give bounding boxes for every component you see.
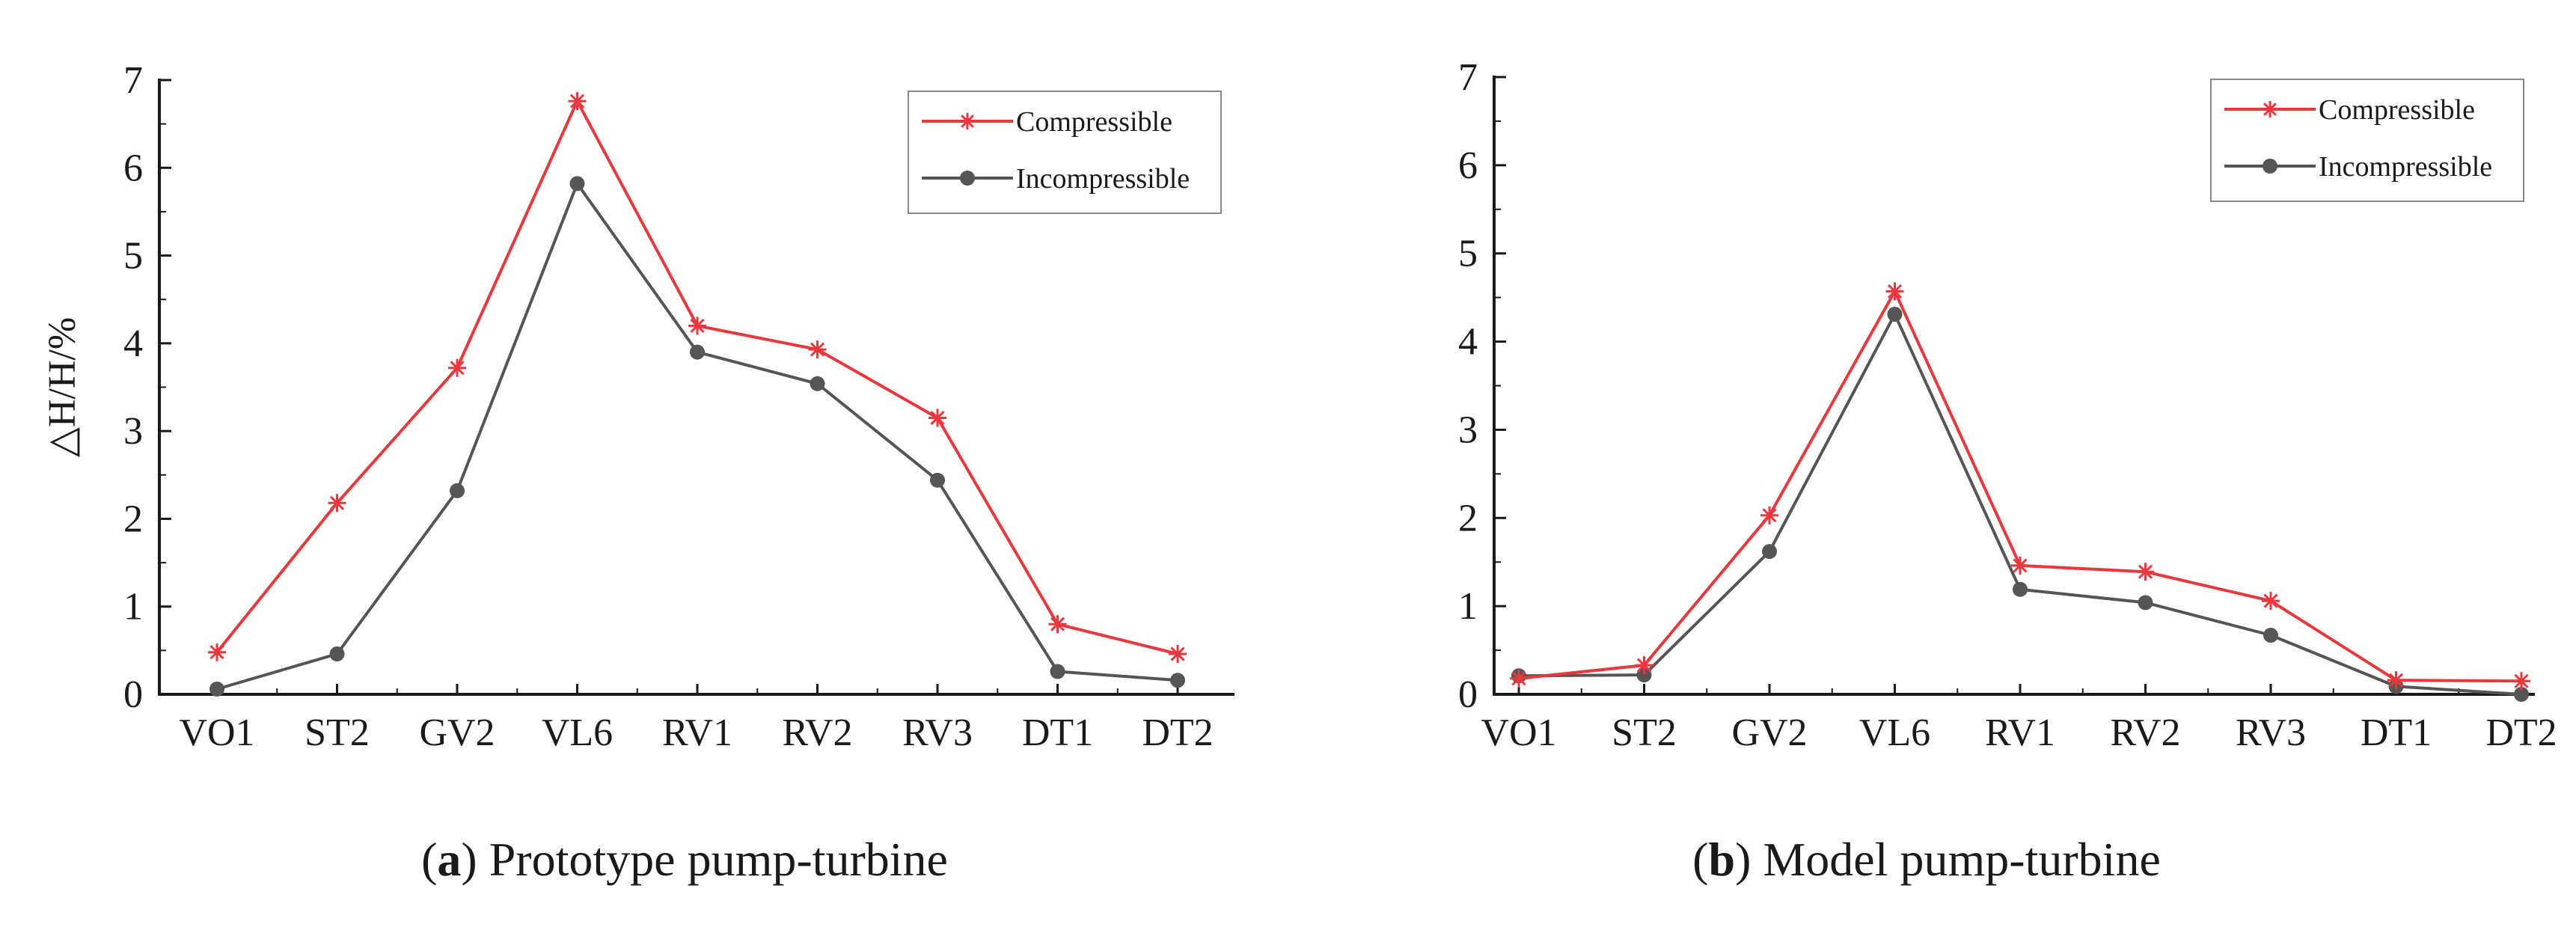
- legend-label: Compressible: [1016, 106, 1172, 138]
- y-tick-label: 2: [1458, 497, 1478, 539]
- data-point-incompressible: [2514, 687, 2529, 702]
- legend-label: Incompressible: [2319, 151, 2492, 183]
- data-point-incompressible: [1050, 664, 1065, 679]
- x-tick-label: VL6: [542, 712, 613, 754]
- legend-box: [2210, 79, 2524, 202]
- data-point-compressible: [208, 643, 226, 661]
- data-point-compressible: [1510, 669, 1528, 688]
- panel-caption: (b) Model pump-turbine: [1692, 833, 2161, 886]
- y-tick-label: 4: [123, 322, 143, 365]
- data-point-incompressible: [1887, 307, 1903, 322]
- x-tick-label: RV2: [2110, 712, 2180, 754]
- x-tick-label: GV2: [1731, 712, 1807, 754]
- x-tick-label: DT2: [1142, 712, 1213, 754]
- data-point-incompressible: [930, 472, 945, 488]
- data-point-compressible: [1885, 282, 1904, 301]
- data-point-compressible: [1635, 656, 1653, 675]
- series-line-compressible: [1518, 290, 2522, 683]
- data-point-incompressible: [569, 176, 585, 192]
- data-point-incompressible: [690, 344, 705, 360]
- data-point-compressible: [808, 340, 827, 359]
- y-tick-label: 3: [1458, 409, 1478, 451]
- data-point-compressible: [448, 358, 466, 377]
- y-tick-label: 6: [1458, 144, 1478, 187]
- x-tick-label: VL6: [1859, 712, 1930, 754]
- legend-box: [908, 91, 1222, 214]
- data-point-incompressible: [329, 646, 345, 662]
- data-point-compressible: [2512, 672, 2530, 691]
- y-tick-label: 6: [123, 147, 143, 189]
- data-point-compressible: [1760, 506, 1778, 524]
- data-point-compressible: [2136, 563, 2155, 581]
- data-point-compressible: [928, 409, 946, 427]
- y-axis-label: △H/H/%: [41, 317, 84, 457]
- x-tick-label: RV1: [1985, 712, 2055, 754]
- x-tick-label: ST2: [305, 712, 370, 754]
- data-point-compressible: [328, 494, 346, 513]
- legend-marker: [960, 171, 975, 186]
- data-point-compressible: [688, 316, 706, 335]
- chart-panel-a: 0 1 2 3 4 5 6 7 VO1 ST2 GV2 VL6 RV1 RV2 RV3 DT1 DT2 △H/H/…: [41, 59, 1235, 886]
- legend-label: Compressible: [2319, 94, 2475, 126]
- y-tick-label: 4: [1458, 321, 1478, 364]
- data-point-incompressible: [2013, 581, 2028, 597]
- x-tick-label: DT1: [2361, 712, 2432, 754]
- y-tick-label: 2: [123, 498, 143, 540]
- x-tick-label: DT1: [1022, 712, 1093, 754]
- data-point-incompressible: [450, 483, 465, 498]
- x-tick-label: VO1: [179, 712, 254, 754]
- legend-marker: [2262, 101, 2278, 117]
- x-tick-label: RV3: [2236, 712, 2306, 754]
- chart-panel-b: 0 1 2 3 4 5 6 7 VO1 ST2 GV2 VL6 RV1 RV2 RV3 DT1 DT2 Compr…: [1458, 56, 2557, 886]
- panel-caption: (a) Prototype pump-turbine: [421, 833, 948, 886]
- x-tick-label: ST2: [1612, 712, 1677, 754]
- data-point-compressible: [1048, 615, 1067, 634]
- y-tick-label: 7: [123, 59, 143, 102]
- y-tick-label: 1: [1458, 585, 1478, 628]
- data-point-compressible: [2387, 671, 2405, 690]
- data-point-incompressible: [2263, 628, 2278, 643]
- legend-marker: [2263, 159, 2277, 174]
- legend-marker: [959, 113, 976, 129]
- x-tick-label: RV2: [782, 712, 852, 754]
- legend: Compressible Incompressible: [2210, 79, 2524, 202]
- data-point-incompressible: [1762, 544, 1777, 560]
- y-tick-label: 5: [1458, 233, 1478, 275]
- y-tick-label: 5: [123, 235, 143, 278]
- legend-label: Incompressible: [1016, 163, 1190, 195]
- series-line-incompressible: [216, 182, 1178, 691]
- x-tick-label: DT2: [2485, 712, 2557, 754]
- data-point-incompressible: [810, 376, 825, 391]
- data-point-incompressible: [209, 681, 224, 697]
- data-point-compressible: [2011, 556, 2029, 575]
- y-tick-label: 0: [1458, 673, 1478, 716]
- data-point-compressible: [1169, 645, 1187, 663]
- data-point-incompressible: [1636, 667, 1652, 683]
- data-point-incompressible: [1170, 673, 1185, 688]
- x-tick-label: GV2: [419, 712, 495, 754]
- legend: Compressible Incompressible: [908, 91, 1222, 214]
- y-tick-label: 0: [123, 673, 143, 716]
- y-tick-label: 3: [123, 410, 143, 453]
- x-tick-label: RV1: [662, 712, 732, 754]
- data-point-compressible: [2262, 592, 2280, 611]
- y-tick-label: 7: [1458, 56, 1478, 99]
- y-tick-label: 1: [123, 586, 143, 628]
- data-point-incompressible: [2138, 595, 2153, 611]
- x-tick-label: VO1: [1481, 712, 1556, 754]
- x-tick-label: RV3: [902, 712, 973, 754]
- data-point-compressible: [568, 92, 587, 111]
